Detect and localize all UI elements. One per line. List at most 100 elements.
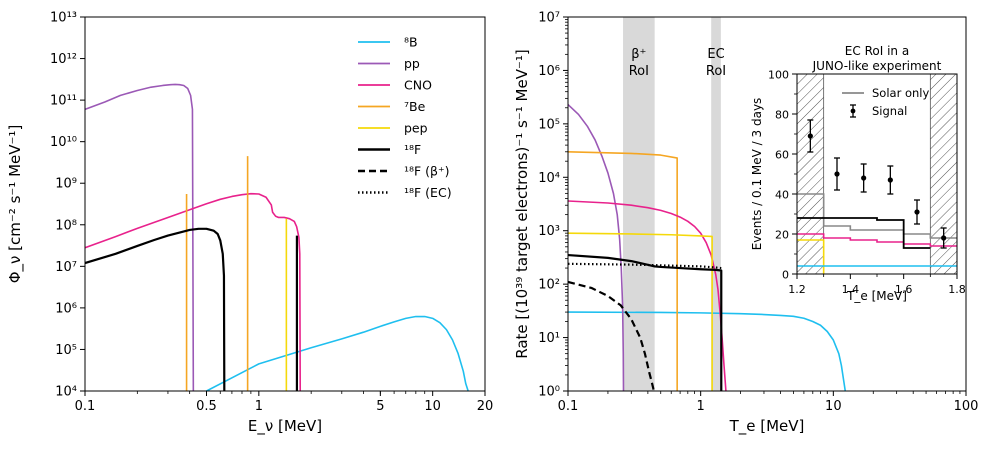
rate-y-tick-label: 10⁴ <box>538 171 560 186</box>
rate-band-labels: β⁺ RoI EC RoI <box>629 47 726 79</box>
inset-y-tick-label: 80 <box>775 109 789 122</box>
flux-x-axis-label: E_ν [MeV] <box>248 417 322 436</box>
flux-legend-label-8b: ⁸B <box>404 35 418 50</box>
inset-x-tick-label: 1.8 <box>948 283 966 296</box>
flux-legend-label-18f-beta: ¹⁸F (β⁺) <box>404 164 450 179</box>
rate-series-18f-beta <box>568 280 656 391</box>
flux-x-tick-label: 20 <box>477 399 494 414</box>
rate-y-tick-label: 10⁰ <box>538 385 560 400</box>
flux-plot-area <box>85 83 469 391</box>
flux-y-tick-label: 10⁸ <box>55 218 77 233</box>
inset-legend-label-signal: Signal <box>872 104 907 118</box>
rate-y-tick-label: 10⁶ <box>538 64 560 79</box>
flux-y-ticks: 10⁴ 10⁵ 10⁶ 10⁷ 10⁸ 10⁹ 10¹⁰ 10¹¹ 10¹² 10¹³ <box>50 11 85 400</box>
rate-y-axis-label: Rate [(10³⁹ target electrons)⁻¹ s⁻¹ MeV⁻… <box>513 49 531 359</box>
flux-y-tick-label: 10¹¹ <box>50 94 77 109</box>
inset-title-line-1: EC RoI in a <box>845 44 909 58</box>
inset-legend: Solar only Signal <box>842 86 929 118</box>
inset-x-axis-label: T_e [MeV] <box>846 289 907 303</box>
rate-roi-label: β⁺ <box>631 47 646 62</box>
rate-x-tick-label: 1 <box>697 399 705 414</box>
rate-x-tick-label: 10 <box>825 399 842 414</box>
inset-series-cno <box>797 233 957 247</box>
flux-series-pp <box>85 83 195 391</box>
rate-series-pep <box>568 232 713 391</box>
flux-series-cno <box>85 192 302 391</box>
flux-y-tick-label: 10⁷ <box>55 260 77 275</box>
rate-roi-band <box>623 17 655 391</box>
inset-signal-point <box>861 175 867 181</box>
flux-y-tick-label: 10⁴ <box>55 385 77 400</box>
flux-legend: ⁸B pp CNO ⁷Be pep ¹⁸F ¹⁸F (β⁺) ¹⁸F (EC) <box>358 35 452 200</box>
inset-plot-area <box>797 74 957 274</box>
inset-title-line-2: JUNO-like experiment <box>812 59 942 73</box>
inset-y-axis-label: Events / 0.1 MeV / 3 days <box>750 98 764 251</box>
flux-legend-label-18f: ¹⁸F <box>404 142 421 157</box>
rate-x-tick-label: 100 <box>954 399 979 414</box>
flux-x-tick-label: 5 <box>376 399 384 414</box>
inset-y-tick-label: 40 <box>775 189 789 202</box>
inset-x-tick-label: 1.2 <box>788 283 806 296</box>
rate-y-tick-label: 10¹ <box>538 331 560 346</box>
inset-legend-label-solar-only: Solar only <box>872 86 929 100</box>
flux-y-tick-label: 10⁶ <box>55 301 77 316</box>
inset-signal-point <box>887 177 893 183</box>
flux-legend-label-7be: ⁷Be <box>404 99 426 114</box>
inset-legend-swatch-signal-point <box>850 108 856 114</box>
flux-axes-frame <box>84 16 486 392</box>
flux-y-tick-label: 10⁵ <box>55 343 77 358</box>
rate-y-tick-label: 10⁵ <box>538 117 560 132</box>
inset-y-tick-label: 100 <box>768 69 789 82</box>
inset-y-tick-label: 20 <box>775 229 789 242</box>
rate-roi-label: RoI <box>629 64 649 79</box>
flux-y-tick-label: 10¹² <box>50 52 77 67</box>
flux-y-tick-label: 10¹³ <box>50 11 77 26</box>
inset-y-tick-label: 60 <box>775 149 789 162</box>
inset-x-tick-label: 1.6 <box>895 283 913 296</box>
rate-y-ticks: 10⁰ 10¹ 10² 10³ 10⁴ 10⁵ 10⁶ 10⁷ <box>538 11 568 400</box>
flux-x-ticks: 0.1 0.5 1 5 10 20 <box>75 391 494 414</box>
inset-hatched-region <box>797 74 825 274</box>
flux-y-tick-label: 10⁹ <box>55 177 77 192</box>
rate-roi-label: EC <box>707 47 724 62</box>
inset: 1.2 1.4 1.6 1.8 0 20 40 60 80 100 EC RoI in a JU… <box>750 44 966 303</box>
rate-roi-band <box>711 17 721 391</box>
rate-panel: 0.1 1 10 100 10⁰ 10¹ 10² 10³ 10⁴ 10⁵ 10⁶ 10⁷ T_e [… <box>513 11 978 437</box>
flux-x-tick-label: 0.1 <box>75 399 96 414</box>
flux-x-tick-label: 0.5 <box>196 399 217 414</box>
rate-roi-label: RoI <box>706 64 726 79</box>
rate-series-18f-ec <box>568 262 722 270</box>
flux-legend-label-18f-ec: ¹⁸F (EC) <box>404 185 452 200</box>
rate-x-ticks: 0.1 1 10 100 <box>558 391 979 414</box>
rate-plot-area <box>568 17 847 391</box>
rate-y-tick-label: 10⁷ <box>538 11 560 26</box>
flux-legend-label-pp: pp <box>404 56 420 71</box>
rate-axes-frame <box>567 16 967 392</box>
rate-series-8b <box>568 311 847 391</box>
inset-x-ticks: 1.2 1.4 1.6 1.8 <box>788 274 966 296</box>
inset-signal-point <box>914 209 920 215</box>
inset-signal-point <box>807 133 813 139</box>
flux-y-tick-label: 10¹⁰ <box>50 135 77 150</box>
inset-x-tick-label: 1.4 <box>842 283 860 296</box>
flux-panel: 0.1 0.5 1 5 10 20 10⁴10⁵10⁶10⁷10⁸10⁹10¹⁰10¹¹1… <box>6 11 493 437</box>
flux-legend-label-cno: CNO <box>404 78 432 93</box>
flux-series-8b <box>206 315 469 391</box>
rate-series-7be <box>568 150 678 391</box>
rate-x-tick-label: 0.1 <box>558 399 579 414</box>
inset-y-tick-label: 0 <box>782 269 789 282</box>
inset-signal-point <box>941 235 947 241</box>
inset-series-solar-only <box>797 193 957 239</box>
inset-series-18f <box>797 217 931 249</box>
rate-series-18f <box>568 253 723 391</box>
flux-y-axis-label: Φ_ν [cm⁻² s⁻¹ MeV⁻¹] <box>6 125 25 284</box>
rate-x-axis-label: T_e [MeV] <box>729 417 805 436</box>
flux-legend-label-pep: pep <box>404 121 428 136</box>
rate-y-tick-label: 10³ <box>538 224 560 239</box>
flux-x-tick-label: 1 <box>255 399 263 414</box>
flux-x-tick-label: 10 <box>424 399 441 414</box>
flux-series-18f <box>85 227 226 391</box>
rate-y-tick-label: 10² <box>538 278 560 293</box>
inset-y-ticks: 0 20 40 60 80 100 <box>768 69 797 282</box>
